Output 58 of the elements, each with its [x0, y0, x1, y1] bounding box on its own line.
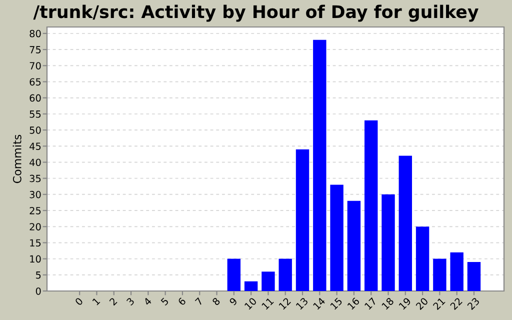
- y-tick-label: 40: [30, 158, 41, 166]
- bar: [416, 226, 430, 291]
- y-tick-label: 0: [36, 287, 41, 295]
- x-tick-label: 18: [381, 297, 394, 310]
- y-tick-label: 55: [30, 110, 41, 118]
- y-tick-label: 65: [30, 78, 41, 86]
- y-tick-label: 60: [30, 94, 41, 102]
- y-axis-title: Commits: [12, 134, 22, 184]
- y-tick-label: 15: [30, 239, 41, 247]
- bar: [467, 262, 481, 291]
- y-tick-label: 70: [30, 62, 41, 70]
- x-tick-label: 13: [296, 297, 308, 310]
- bar: [433, 258, 446, 291]
- bar: [227, 258, 241, 291]
- y-tick-label: 35: [30, 174, 41, 182]
- x-tick-label: 1: [92, 297, 100, 306]
- x-tick-label: 5: [160, 297, 169, 306]
- bar: [296, 149, 310, 291]
- bar: [244, 281, 258, 291]
- x-tick-label: 12: [278, 297, 291, 310]
- x-tick-label: 10: [244, 297, 257, 310]
- y-tick-label: 30: [30, 190, 41, 198]
- y-tick-label: 25: [30, 206, 41, 214]
- y-tick-label: 10: [30, 255, 41, 263]
- x-tick-label: 22: [450, 297, 462, 310]
- y-tick-label: 20: [30, 223, 41, 230]
- x-tick-label: 2: [108, 297, 118, 306]
- x-tick-label: 20: [415, 297, 428, 310]
- bar: [262, 272, 275, 291]
- bar: [278, 258, 292, 291]
- x-tick-label: 7: [194, 297, 204, 306]
- x-tick-label: 21: [432, 297, 446, 310]
- x-tick-label: 19: [398, 297, 412, 310]
- y-tick-label: 75: [30, 46, 41, 54]
- bar: [398, 156, 412, 291]
- x-tick-label: 0: [74, 297, 84, 306]
- x-tick-label: 11: [261, 297, 274, 310]
- bar: [330, 184, 344, 291]
- x-tick-label: 3: [126, 297, 135, 306]
- bar: [313, 40, 326, 291]
- chart-title: /trunk/src: Activity by Hour of Day for guilkey: [33, 4, 478, 22]
- x-tick-label: 8: [212, 297, 220, 306]
- y-tick-label: 50: [30, 126, 41, 134]
- x-tick-label: 15: [330, 297, 343, 310]
- x-tick-label: 6: [178, 297, 186, 306]
- bar: [347, 200, 361, 291]
- bar: [450, 252, 464, 291]
- x-tick-label: 4: [143, 297, 152, 306]
- bar: [364, 120, 378, 291]
- x-tick-label: 14: [312, 297, 326, 310]
- bar: [382, 194, 395, 291]
- x-tick-label: 16: [347, 297, 360, 310]
- x-tick-label: 17: [364, 297, 377, 310]
- y-tick-label: 80: [30, 30, 41, 38]
- y-tick-label: 5: [36, 272, 41, 279]
- y-tick-label: 45: [30, 142, 41, 150]
- x-tick-label: 23: [466, 297, 480, 310]
- x-tick-label: 9: [228, 297, 238, 306]
